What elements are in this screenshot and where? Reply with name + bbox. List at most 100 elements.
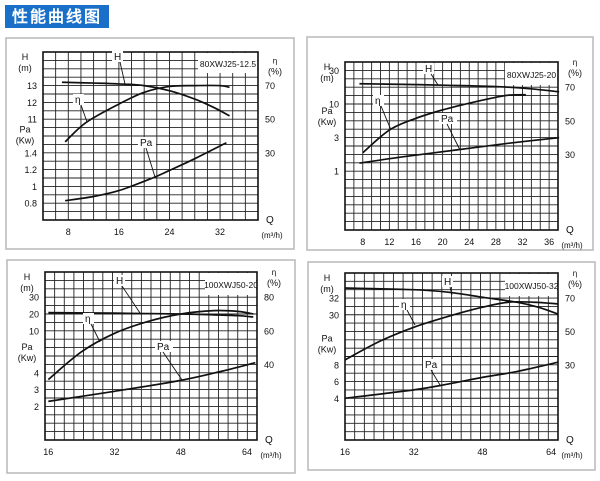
series-label-bg	[423, 63, 434, 74]
series-label-bg	[155, 341, 173, 352]
grid	[43, 52, 258, 220]
chart-panel-border	[5, 37, 295, 250]
series-label: Pa	[140, 138, 153, 149]
right-tick-label: 50	[265, 115, 275, 125]
left-axis-label: H	[324, 273, 331, 283]
series-line-Pa	[359, 136, 560, 165]
right-axis-label: η	[273, 57, 277, 66]
series-label-bg	[138, 137, 156, 148]
left-tick-label: 30	[329, 310, 339, 320]
left-tick-label: 1	[334, 167, 339, 177]
model-label-box	[505, 63, 557, 85]
x-tick-label: 16	[340, 447, 350, 457]
page-title-banner: 性能曲线图	[5, 5, 109, 28]
model-label-box	[505, 274, 557, 296]
x-axis-label: Q	[266, 215, 274, 226]
left-tick-label: 1.4	[24, 148, 37, 158]
right-tick-label: 70	[565, 83, 575, 93]
x-tick-label: 8	[66, 227, 71, 237]
x-tick-label: 20	[438, 237, 448, 247]
x-tick-label: 64	[242, 447, 252, 457]
right-axis-unit: (%)	[568, 68, 582, 78]
left-tick-label: 8	[334, 360, 339, 370]
right-axis-unit: (%)	[267, 278, 281, 288]
left-axis-unit: (m)	[20, 283, 34, 293]
right-axis-label: η	[573, 269, 577, 278]
x-tick-label: 48	[477, 447, 487, 457]
x-axis-unit: (m³/h)	[260, 451, 282, 460]
model-label-box	[198, 53, 257, 73]
x-tick-label: 36	[544, 237, 554, 247]
x-tick-label: 12	[384, 237, 394, 247]
right-tick-label: 80	[264, 293, 274, 303]
series-label-bg	[83, 313, 94, 324]
series-line-eta	[362, 93, 526, 154]
left-axis-label: H	[24, 272, 31, 282]
left-tick-label: 3	[34, 385, 39, 395]
series-line-eta	[344, 300, 558, 361]
series-line-Pa	[65, 141, 227, 202]
x-axis-unit: (m³/h)	[561, 241, 583, 250]
x-tick-label: 32	[409, 447, 419, 457]
series-line-eta	[64, 84, 230, 143]
x-axis-unit: (m³/h)	[561, 451, 583, 460]
series-label: H	[425, 64, 432, 75]
right-tick-label: 50	[565, 116, 575, 126]
series-line-Pa	[48, 361, 256, 403]
series-label-bg	[112, 51, 123, 62]
left-axis-unit: (Kw)	[16, 136, 35, 146]
series-label-bg	[439, 113, 457, 124]
x-tick-label: 24	[164, 227, 174, 237]
left-tick-label: 1.2	[24, 165, 37, 175]
series-line-eta	[47, 309, 254, 381]
series-label: η	[85, 314, 91, 325]
left-axis-unit: (Kw)	[318, 344, 337, 354]
left-tick-label: 10	[329, 100, 339, 110]
left-tick-label: 30	[329, 66, 339, 76]
left-axis-label: H	[22, 52, 29, 62]
model-label: 100XWJ50-20	[204, 280, 258, 290]
chart-2: 80XWJ25-208 12 16 20 24 28 32 36Q(m³/h)3010H(m)…	[306, 36, 594, 251]
left-tick-label: 3	[334, 133, 339, 143]
right-axis-label: η	[272, 268, 276, 277]
left-tick-label: 10	[29, 326, 39, 336]
left-axis-unit: (m)	[18, 63, 32, 73]
series-label-leader	[430, 73, 439, 86]
right-tick-label: 50	[565, 327, 575, 337]
model-label: 80XWJ25-12.5	[200, 59, 256, 69]
right-tick-label: 30	[565, 360, 575, 370]
chart-panel-border	[6, 259, 296, 474]
x-tick-label: 28	[491, 237, 501, 247]
left-axis-label: H	[324, 62, 331, 72]
plot-frame	[44, 271, 258, 441]
x-tick-label: 64	[546, 447, 556, 457]
series-label: η	[75, 95, 81, 106]
right-tick-label: 30	[265, 148, 275, 158]
series-line-H	[359, 82, 560, 93]
left-tick-label: 4	[34, 368, 39, 378]
left-tick-label: 0.8	[24, 199, 37, 209]
right-axis-unit: (%)	[268, 67, 282, 77]
model-label-box	[205, 273, 256, 295]
series-label-leader	[145, 147, 156, 178]
x-tick-label: 32	[110, 447, 120, 457]
left-axis-label: Pa	[321, 106, 332, 116]
left-axis-label: Pa	[321, 333, 332, 343]
series-label: Pa	[157, 342, 170, 353]
left-tick-label: 32	[329, 294, 339, 304]
right-axis-label: η	[573, 58, 577, 67]
series-label-leader	[406, 309, 416, 326]
right-tick-label: 70	[265, 81, 275, 91]
right-tick-label: 40	[264, 360, 274, 370]
x-tick-label: 48	[176, 447, 186, 457]
left-axis-unit: (m)	[320, 73, 334, 83]
grid	[345, 273, 558, 440]
series-label-bg	[423, 359, 441, 370]
x-tick-label: 8	[360, 237, 365, 247]
left-tick-label: 11	[28, 115, 37, 125]
right-tick-label: 30	[565, 150, 575, 160]
series-label-leader	[380, 105, 392, 131]
